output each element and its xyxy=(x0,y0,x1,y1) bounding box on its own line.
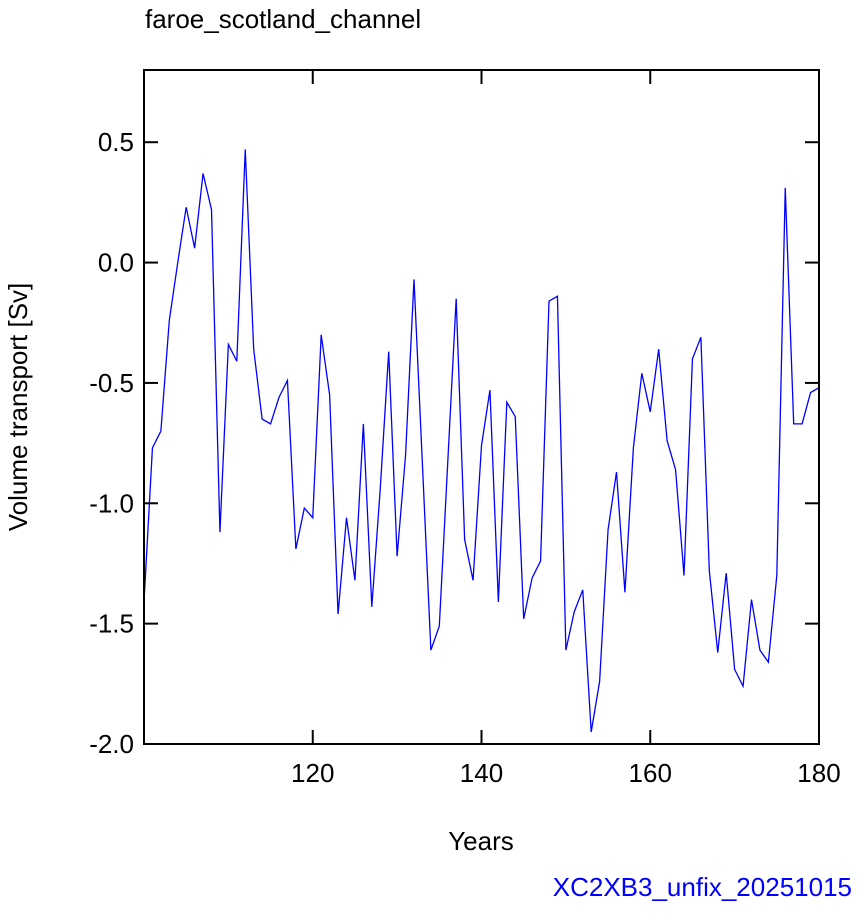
annotation: XC2XB3_unfix_20251015 xyxy=(553,872,852,902)
x-axis-label: Years xyxy=(448,826,514,856)
y-tick-label: 0.0 xyxy=(98,248,134,278)
y-tick-label: -1.5 xyxy=(89,609,134,639)
plot-frame xyxy=(143,69,820,745)
x-tick-label: 180 xyxy=(797,758,840,788)
chart-title: faroe_scotland_channel xyxy=(145,4,421,34)
y-axis-label: Volume transport [Sv] xyxy=(3,283,33,532)
x-tick-label: 160 xyxy=(629,758,672,788)
x-tick-label: 120 xyxy=(291,758,334,788)
y-tick-label: -1.0 xyxy=(89,488,134,518)
data-line xyxy=(144,149,819,733)
x-tick-label: 140 xyxy=(460,758,503,788)
y-tick-label: -2.0 xyxy=(89,729,134,759)
y-tick-label: 0.5 xyxy=(98,127,134,157)
y-tick-label: -0.5 xyxy=(89,368,134,398)
